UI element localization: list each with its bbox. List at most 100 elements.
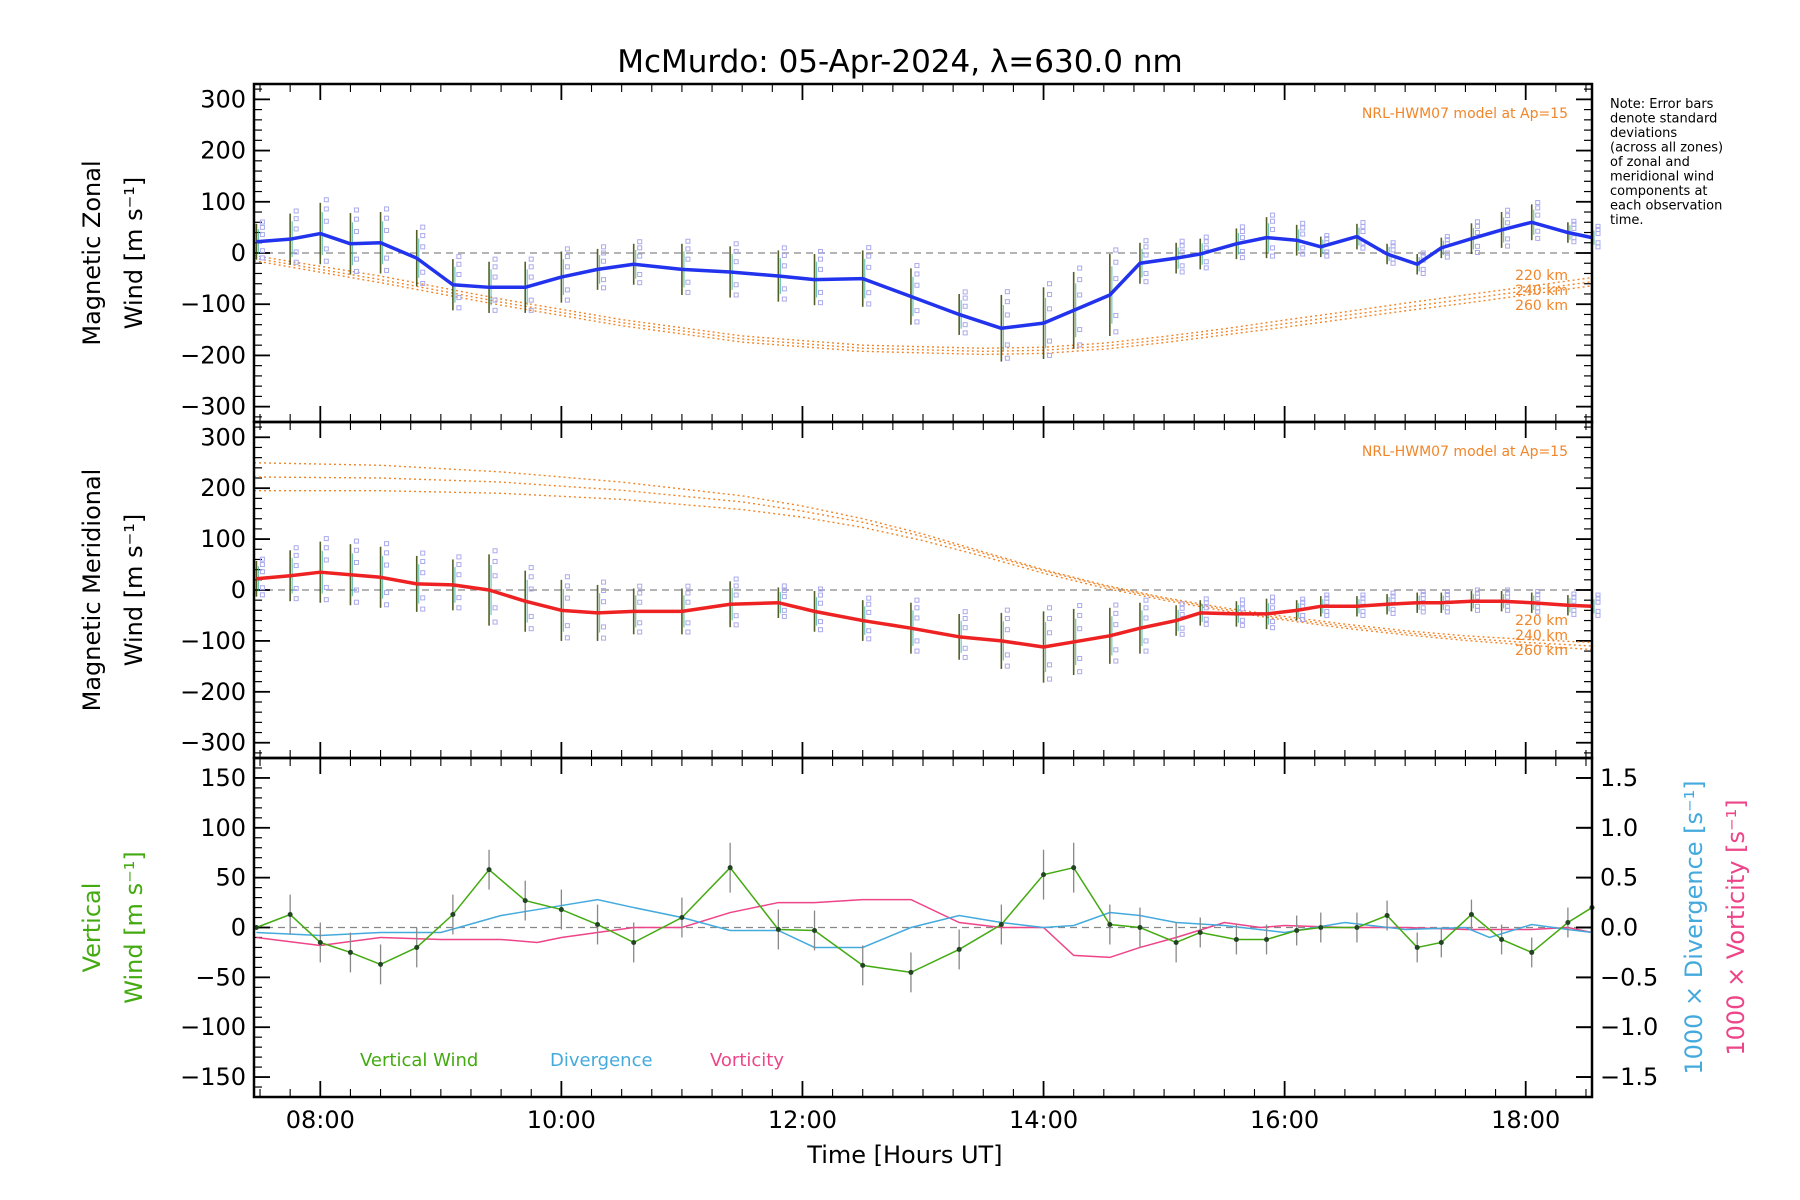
zone-point <box>1324 592 1330 598</box>
zone-point <box>492 605 498 611</box>
zone-point <box>259 562 265 568</box>
zone-point <box>781 607 787 613</box>
zone-point <box>601 285 607 291</box>
zone-point <box>1113 610 1119 616</box>
zone-point <box>866 636 872 642</box>
zone-point <box>1595 599 1601 605</box>
zone-point <box>637 253 643 259</box>
zone-point <box>1143 605 1149 611</box>
zone-point <box>733 259 739 265</box>
zone-point <box>866 245 872 251</box>
zone-point <box>1444 605 1450 611</box>
vertical-wind-panel: 150 100 50 0 −50 −100 −150 Vertical Wind [m s⁻¹]… <box>78 756 1750 1169</box>
zone-point <box>1444 234 1450 240</box>
vertical-wind-point <box>1384 913 1390 919</box>
vertical-wind-point <box>1354 925 1360 930</box>
zone-point <box>818 248 824 254</box>
zone-point <box>601 624 607 630</box>
zone-point <box>323 246 329 252</box>
zone-point <box>914 638 920 644</box>
zone-point <box>1390 597 1396 603</box>
zone-point <box>259 556 265 562</box>
zone-point <box>1505 207 1511 213</box>
zone-point <box>528 297 534 303</box>
zone-point <box>564 254 570 260</box>
model-altitude-label: 260 km <box>1515 643 1568 659</box>
zone-point <box>456 305 462 311</box>
zone-point <box>1474 219 1480 225</box>
zone-point <box>685 238 691 244</box>
zone-point <box>1203 265 1209 271</box>
zone-point <box>1143 615 1149 621</box>
zone-point <box>1360 608 1366 614</box>
zone-point <box>420 280 426 286</box>
zone-point <box>528 613 534 619</box>
zone-point <box>818 256 824 262</box>
zone-point <box>1420 266 1426 272</box>
zone-point <box>1474 243 1480 249</box>
zone-point <box>1239 597 1245 603</box>
zone-point <box>1047 306 1053 312</box>
zone-point <box>293 259 299 265</box>
zone-point <box>456 605 462 611</box>
vertical-wind-point <box>775 926 781 932</box>
zone-point <box>781 588 787 594</box>
zone-point <box>259 255 265 261</box>
zone-point <box>1270 212 1276 218</box>
zone-point <box>1113 622 1119 628</box>
zone-point <box>818 266 824 272</box>
zone-point <box>323 536 329 542</box>
zone-point <box>1595 226 1601 232</box>
zone-point <box>492 573 498 579</box>
vertical-wind-point <box>1197 929 1203 935</box>
zone-point <box>1004 355 1010 361</box>
zone-point <box>1203 605 1209 611</box>
zone-point <box>1047 676 1053 682</box>
y-axis-label: Vertical <box>78 883 106 973</box>
model-curve <box>253 462 1593 644</box>
zone-point <box>866 301 872 307</box>
zone-point <box>293 226 299 232</box>
vertical-wind-point <box>378 961 384 967</box>
zone-point <box>1047 662 1053 668</box>
zone-point <box>637 599 643 605</box>
zone-point <box>1474 230 1480 236</box>
vertical-wind-point <box>1565 920 1571 926</box>
zone-point <box>866 595 872 601</box>
zone-point <box>1324 236 1330 242</box>
zone-point <box>1239 248 1245 254</box>
zone-point <box>353 228 359 234</box>
zone-point <box>1239 617 1245 623</box>
zone-point <box>1535 205 1541 211</box>
zone-point <box>914 605 920 611</box>
zone-point <box>456 295 462 301</box>
zone-point <box>420 595 426 601</box>
zone-point <box>601 579 607 585</box>
zone-point <box>293 596 299 602</box>
zone-point <box>323 218 329 224</box>
zone-point <box>1535 228 1541 234</box>
zone-point <box>1420 609 1426 615</box>
zone-point <box>1270 226 1276 232</box>
zone-point <box>1270 599 1276 605</box>
zone-point <box>1390 590 1396 596</box>
zone-point <box>1390 593 1396 599</box>
y-axis-label: Magnetic Meridional <box>78 469 106 712</box>
zone-point <box>1270 619 1276 625</box>
zone-point <box>685 256 691 262</box>
zone-point <box>1535 235 1541 241</box>
zone-point <box>1270 253 1276 259</box>
x-tick-label: 16:00 <box>1250 1106 1319 1134</box>
zone-point <box>293 545 299 551</box>
zone-point <box>1474 594 1480 600</box>
x-tick-label: 08:00 <box>286 1106 355 1134</box>
zone-point <box>962 645 968 651</box>
y-tick-label: 100 <box>200 188 246 216</box>
zone-point <box>914 308 920 314</box>
vertical-wind-point <box>522 898 528 904</box>
zone-point <box>1203 259 1209 265</box>
zone-point <box>1444 592 1450 598</box>
zone-point <box>456 272 462 278</box>
zone-point <box>1390 243 1396 249</box>
zone-point <box>781 613 787 619</box>
